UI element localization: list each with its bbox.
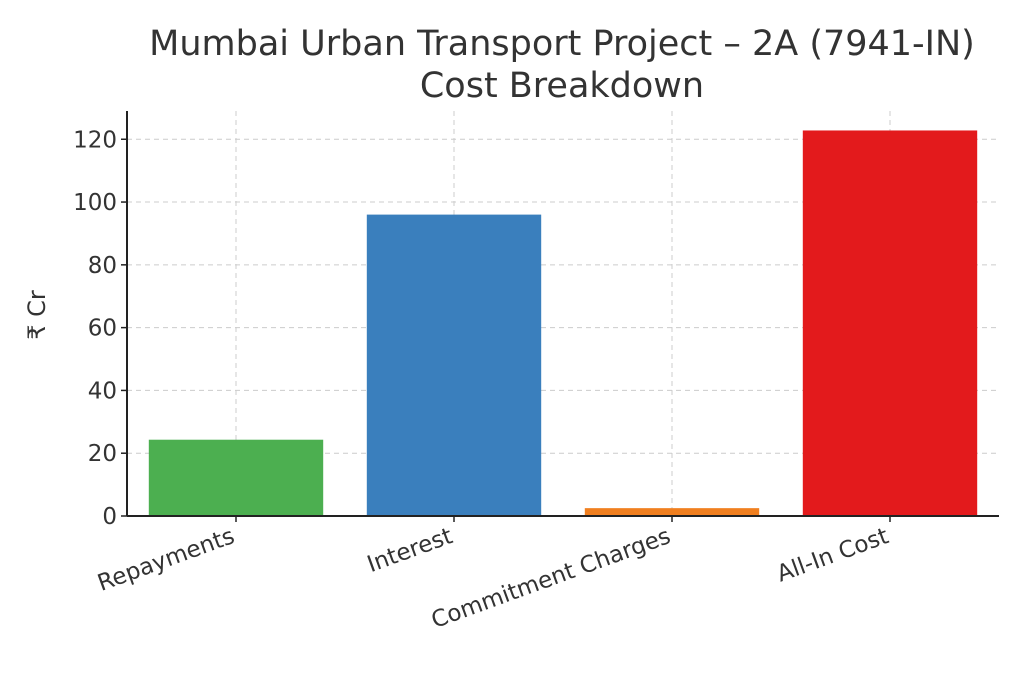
bar-commitment-charges [584,508,760,516]
x-category-label: All-In Cost [774,523,892,587]
y-tick-label: 80 [88,253,117,279]
bar-repayments [148,439,324,516]
y-tick-label: 20 [88,441,117,467]
bar-all-in-cost [802,130,978,516]
bar-interest [366,214,542,516]
y-tick-label: 0 [102,504,117,530]
y-tick-label: 40 [88,378,117,404]
y-axis-title: ₹ Cr [23,290,51,340]
x-category-label: Interest [364,523,456,578]
x-category-label: Repayments [94,523,238,597]
y-tick-label: 120 [73,127,117,153]
x-category-label: Commitment Charges [428,523,674,634]
y-tick-label: 60 [88,316,117,342]
chart-title-line-2: Cost Breakdown [420,66,704,106]
chart-title-line-1: Mumbai Urban Transport Project – 2A (794… [149,24,975,64]
y-tick-label: 100 [73,190,117,216]
bars [148,130,978,516]
